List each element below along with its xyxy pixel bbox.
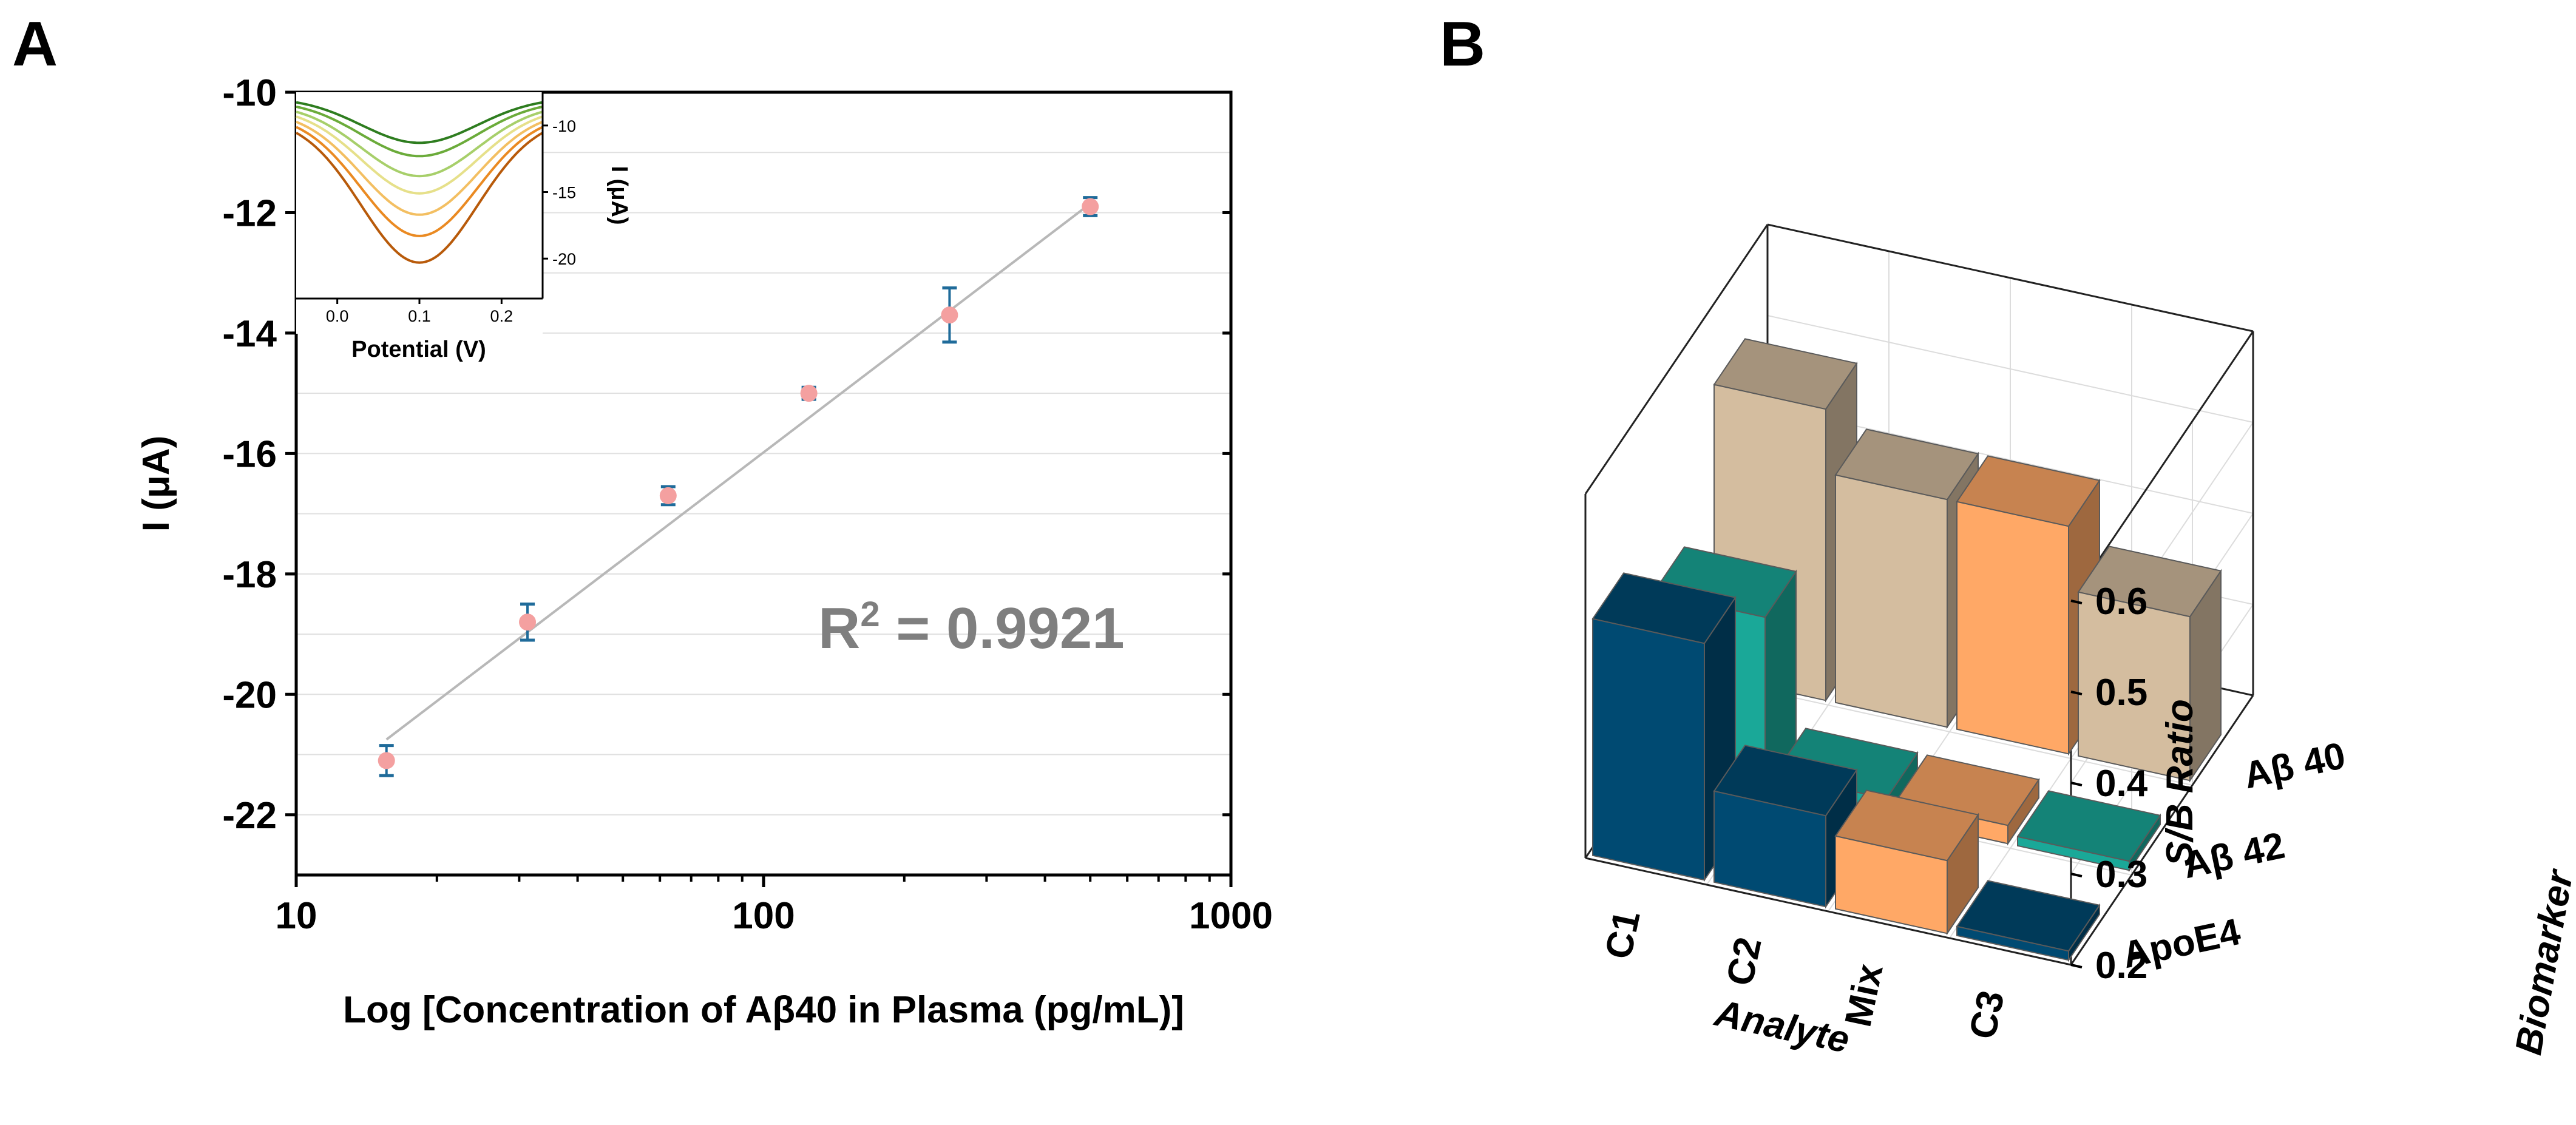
- a-x-tick-label: 10: [276, 895, 317, 937]
- b-bar-front: [1956, 925, 2069, 961]
- b-3d-bars: [1591, 338, 2222, 962]
- b-analyte-label: C2: [1719, 934, 1770, 990]
- inset-curve: [296, 110, 543, 178]
- panel-a-label: A: [12, 9, 58, 79]
- b-box-edge: [2070, 331, 2254, 601]
- a-y-tick-label: -14: [222, 313, 277, 355]
- a-data-points: [378, 196, 1099, 777]
- b-biomarker-label: Aβ 40: [2240, 735, 2349, 797]
- b-x-axis-title: Analyte: [1710, 992, 1853, 1061]
- b-bar-front: [2078, 591, 2191, 782]
- a-data-point: [1082, 198, 1099, 215]
- a-data-point: [519, 613, 537, 631]
- b-z-axis-title: S/B Ratio: [2159, 699, 2201, 867]
- inset-curve: [296, 132, 543, 264]
- a-data-point: [800, 385, 818, 402]
- inset-y-tick-label: -20: [552, 250, 576, 268]
- inset-curve: [296, 120, 543, 216]
- inset-ticks: 0.0 0.1 0.2 -10 -15 -20: [326, 117, 576, 325]
- a-data-point: [378, 752, 395, 769]
- inset-curve: [296, 126, 543, 237]
- b-bar-front: [1956, 501, 2069, 755]
- inset-y-tick-label: -10: [552, 117, 576, 135]
- b-y-axis-title: Biomarker: [2507, 866, 2576, 1058]
- inset-y-tick-label: -15: [552, 184, 576, 202]
- b-analyte-label: C3: [1962, 987, 2013, 1043]
- b-bar-front: [1713, 790, 1826, 908]
- a-y-tick-label: -16: [222, 433, 277, 475]
- b-box-edge: [1767, 223, 2254, 333]
- a-x-tick-label: 1000: [1189, 895, 1273, 937]
- b-z-tick: [2070, 964, 2083, 968]
- b-z-tick: [2070, 782, 2083, 786]
- b-bar-front: [1592, 618, 1705, 881]
- a-y-tick-label: -20: [222, 674, 277, 716]
- r-squared-annotation: R2 = 0.9921: [818, 595, 1125, 661]
- inset-chart: 0.0 0.1 0.2 -10 -15 -20 Potential (V) I (μA): [296, 92, 632, 362]
- inset-x-axis-title: Potential (V): [351, 337, 486, 362]
- a-axis-ticks: -10 -12 -14 -16 -18 -20 -22 10 100 1000: [222, 72, 1273, 937]
- inset-curve: [296, 115, 543, 195]
- b-box-edge: [1585, 857, 2072, 966]
- panel-b-label: B: [1440, 9, 1485, 79]
- inset-y-axis-title: I (μA): [606, 166, 632, 225]
- inset-x-tick-label: 0.0: [326, 307, 349, 325]
- a-y-tick-label: -12: [222, 192, 277, 234]
- b-bar-front: [1835, 835, 1948, 934]
- a-x-axis-title: Log [Concentration of Aβ40 in Plasma (pg…: [343, 989, 1184, 1031]
- b-z-tick-label: 0.6: [2095, 581, 2147, 623]
- b-analyte-label: C1: [1598, 907, 1649, 963]
- inset-x-tick-label: 0.1: [408, 307, 431, 325]
- b-box-edge: [2070, 695, 2254, 965]
- panel-a-chart: -10 -12 -14 -16 -18 -20 -22 10 100 1000 Log [Conc…: [135, 72, 1273, 1031]
- a-y-tick-label: -22: [222, 795, 277, 837]
- inset-curve: [296, 105, 543, 158]
- inset-curve: [296, 101, 543, 144]
- a-y-axis-title: I (μA): [135, 436, 177, 532]
- inset-curves: [296, 101, 543, 264]
- a-x-tick-label: 100: [732, 895, 795, 937]
- b-z-tick: [2070, 873, 2083, 877]
- b-biomarker-label: ApoE4: [2119, 911, 2245, 976]
- b-z-tick-label: 0.2: [2095, 945, 2147, 987]
- inset-x-tick-label: 0.2: [490, 307, 514, 325]
- b-box-edge: [1584, 224, 1769, 495]
- a-data-point: [941, 306, 958, 324]
- b-bar-front: [1835, 474, 1948, 728]
- a-data-point: [659, 487, 677, 504]
- inset-background: [296, 92, 543, 334]
- a-fit-line-group: [385, 202, 1091, 741]
- a-fit-line: [385, 202, 1091, 741]
- b-z-tick-label: 0.4: [2095, 763, 2148, 805]
- b-bar-front: [2017, 836, 2130, 871]
- b-z-tick: [2070, 691, 2083, 695]
- b-z-tick-label: 0.3: [2095, 854, 2147, 896]
- b-z-tick-label: 0.5: [2095, 672, 2147, 714]
- b-z-tick: [2070, 600, 2083, 604]
- a-y-tick-label: -10: [222, 72, 277, 114]
- a-y-tick-label: -18: [222, 554, 277, 596]
